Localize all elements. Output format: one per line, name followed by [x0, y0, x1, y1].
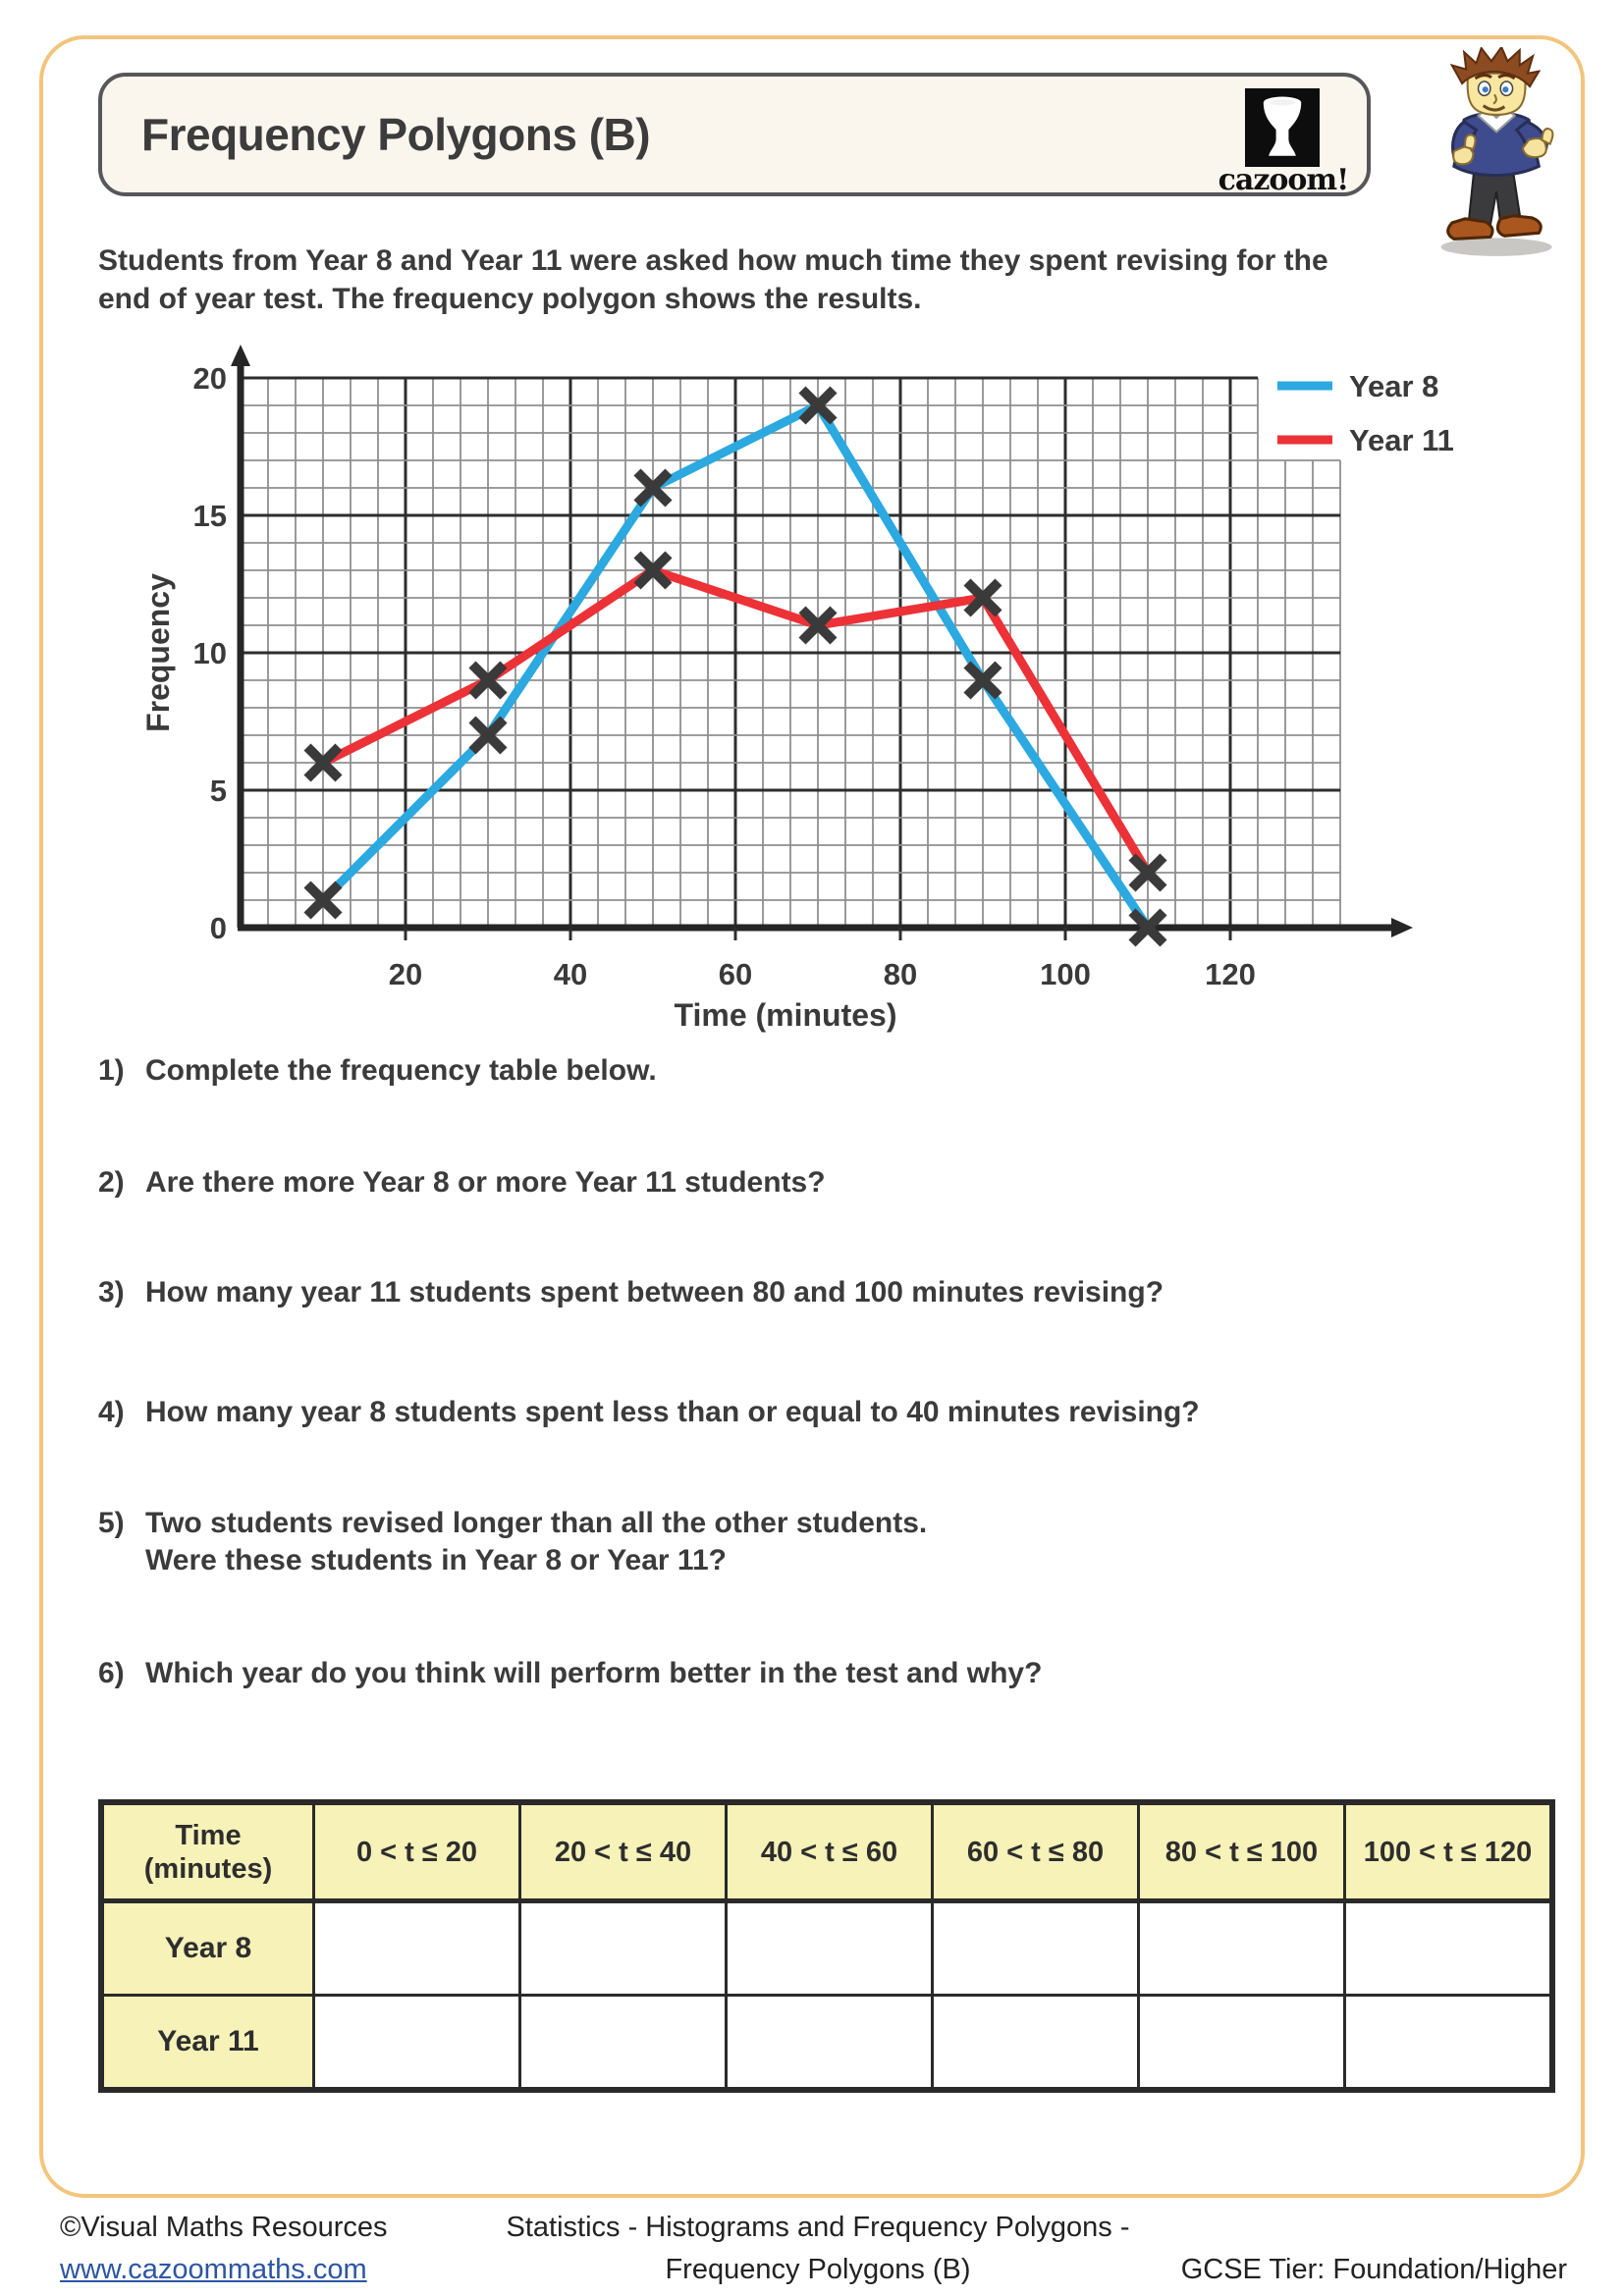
question-text: Two students revised longer than all the…: [145, 1507, 928, 1576]
table-answer-cell[interactable]: [725, 1994, 934, 2092]
x-tick-label: 20: [389, 957, 422, 991]
table-answer-cell[interactable]: [931, 1899, 1140, 1997]
question-text: How many year 8 students spent less than…: [145, 1396, 1200, 1428]
legend-label: Year 11: [1349, 423, 1454, 457]
table-header-interval: 100 < t ≤ 120: [1343, 1800, 1554, 1903]
y-tick-label: 20: [193, 361, 227, 396]
table-header-interval: 60 < t ≤ 80: [931, 1800, 1140, 1903]
table-answer-cell[interactable]: [1137, 1899, 1346, 1997]
table-row: Year 11: [99, 1994, 1554, 2092]
question-text: Which year do you think will perform bet…: [145, 1657, 1043, 1689]
table-header-interval: 80 < t ≤ 100: [1137, 1800, 1346, 1903]
question-4: 4) How many year 8 students spent less th…: [98, 1394, 1473, 1431]
table-row: Year 8: [99, 1899, 1554, 1997]
question-number: 4): [98, 1396, 125, 1428]
page-frame: [39, 35, 1585, 2198]
y-tick-label: 5: [210, 774, 227, 808]
cazoom-logo: [1245, 88, 1320, 167]
x-tick-label: 100: [1040, 957, 1091, 991]
mascot-hair: [1449, 47, 1542, 88]
table-answer-cell[interactable]: [1137, 1994, 1346, 2092]
intro-text: Students from Year 8 and Year 11 were as…: [98, 244, 1328, 315]
y-tick-label: 0: [210, 911, 227, 945]
question-1: 1) Complete the frequency table below.: [98, 1052, 1473, 1090]
footer-tier: GCSE Tier: Foundation/Higher: [1180, 2254, 1567, 2285]
question-text: Are there more Year 8 or more Year 11 st…: [145, 1166, 826, 1199]
table-header-interval: 40 < t ≤ 60: [725, 1800, 934, 1903]
table-answer-cell[interactable]: [312, 1994, 521, 2092]
table-answer-cell[interactable]: [518, 1994, 728, 2092]
table-header-time: Time (minutes): [99, 1800, 315, 1903]
y-tick-label: 15: [193, 499, 227, 533]
x-tick-label: 120: [1205, 957, 1256, 991]
question-number: 3): [98, 1276, 125, 1308]
table-header-interval: 20 < t ≤ 40: [518, 1800, 728, 1903]
x-axis-label: Time (minutes): [675, 997, 897, 1033]
question-text: Complete the frequency table below.: [145, 1054, 657, 1087]
cazoom-logo-text: cazoom!: [1218, 163, 1350, 197]
frequency-polygon-chart: 20 40 60 80 100 120 0 5 10 15 20 Time (minutes) Freq…: [140, 345, 1454, 1033]
question-2: 2) Are there more Year 8 or more Year 11 …: [98, 1164, 1473, 1201]
series-line-year-8: [319, 400, 1152, 931]
table-row-label: Year 11: [99, 1994, 315, 2092]
question-3: 3) How many year 11 students spent betwee…: [98, 1274, 1473, 1311]
chart-legend: Year 8 Year 11: [1277, 369, 1454, 457]
page-title: Frequency Polygons (B): [141, 109, 651, 160]
question-text: How many year 11 students spent between …: [145, 1276, 1164, 1308]
table-row-label: Year 8: [99, 1899, 315, 1997]
question-number: 1): [98, 1054, 125, 1087]
frequency-table: Time (minutes) 0 < t ≤ 20 20 < t ≤ 40 40 < …: [98, 1799, 1555, 2093]
chart-markers: [303, 386, 1167, 947]
question-6: 6) Which year do you think will perform b…: [98, 1655, 1473, 1692]
chart-grid: [241, 376, 1341, 928]
y-axis-label: Frequency: [140, 573, 176, 732]
x-tick-label: 80: [884, 957, 917, 991]
table-answer-cell[interactable]: [931, 1994, 1140, 2092]
table-header-interval: 0 < t ≤ 20: [312, 1800, 521, 1903]
footer-copyright: ©Visual Maths Resources: [60, 2212, 388, 2243]
table-answer-cell[interactable]: [1343, 1899, 1554, 1997]
mascot-shoe-right: [1495, 214, 1543, 238]
series-line-year-11: [320, 565, 1152, 876]
question-5: 5) Two students revised longer than all t…: [98, 1505, 1473, 1579]
chart-axes: 20 40 60 80 100 120 0 5 10 15 20 Time (minutes) Freq…: [140, 345, 1413, 1033]
mascot-shoe-left: [1446, 217, 1494, 240]
x-tick-label: 40: [554, 957, 587, 991]
djembe-drum-icon: [1263, 96, 1302, 156]
x-tick-label: 60: [719, 957, 752, 991]
mascot-hand-left: [1452, 143, 1475, 166]
mascot-illustration: [1440, 47, 1554, 256]
legend-label: Year 8: [1349, 369, 1438, 403]
table-answer-cell[interactable]: [1343, 1994, 1554, 2092]
table-answer-cell[interactable]: [725, 1899, 934, 1997]
footer-topic-line2: Frequency Polygons (B): [665, 2254, 971, 2285]
title-box: Frequency Polygons (B) cazoom!: [98, 73, 1371, 197]
question-number: 5): [98, 1507, 125, 1539]
table-answer-cell[interactable]: [312, 1899, 521, 1997]
question-number: 2): [98, 1166, 125, 1199]
table-answer-cell[interactable]: [518, 1899, 728, 1997]
footer-topic-line1: Statistics - Histograms and Frequency Po…: [506, 2212, 1130, 2243]
footer-website-link[interactable]: www.cazoommaths.com: [60, 2254, 367, 2285]
y-tick-label: 10: [193, 636, 227, 670]
question-number: 6): [98, 1657, 125, 1689]
